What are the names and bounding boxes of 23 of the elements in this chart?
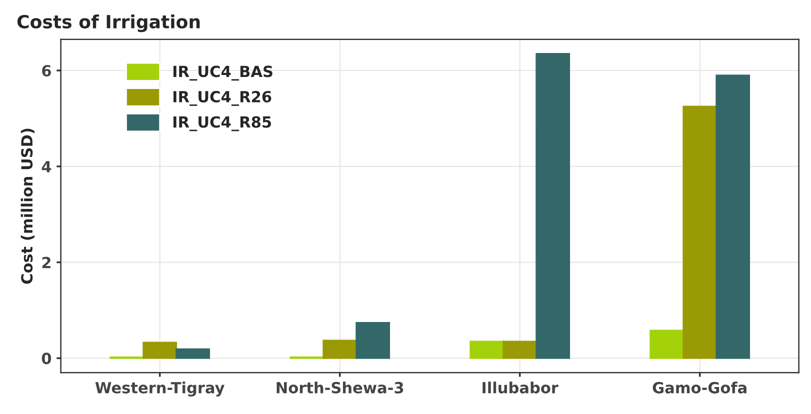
y-tick-label: 4 <box>42 161 52 172</box>
bar <box>470 340 504 359</box>
legend-label: IR_UC4_R26 <box>173 90 272 106</box>
y-tick-label: 0 <box>42 352 52 364</box>
legend-label: IR_UC4_R85 <box>173 116 271 132</box>
x-tick-label: Illubabor <box>482 382 558 394</box>
bar <box>356 322 390 359</box>
y-tick-label: 6 <box>42 64 51 77</box>
bar <box>322 340 358 359</box>
bar <box>650 330 684 359</box>
y-tick-label: 2 <box>42 256 50 268</box>
bar <box>502 340 538 359</box>
bar <box>682 106 718 359</box>
x-tick-label: North-Shewa-3 <box>276 382 404 394</box>
bar <box>176 348 210 359</box>
legend-label: IR_UC4_BAS <box>173 66 272 81</box>
x-tick-label: Western-Tigray <box>95 382 224 397</box>
x-tick-label: Gamo-Gofa <box>652 382 746 394</box>
bar <box>536 53 570 359</box>
y-axis-title: Cost (million USD) <box>20 128 34 284</box>
bar <box>142 342 178 359</box>
bar <box>716 74 750 359</box>
chart-title: Costs of Irrigation <box>17 14 200 32</box>
